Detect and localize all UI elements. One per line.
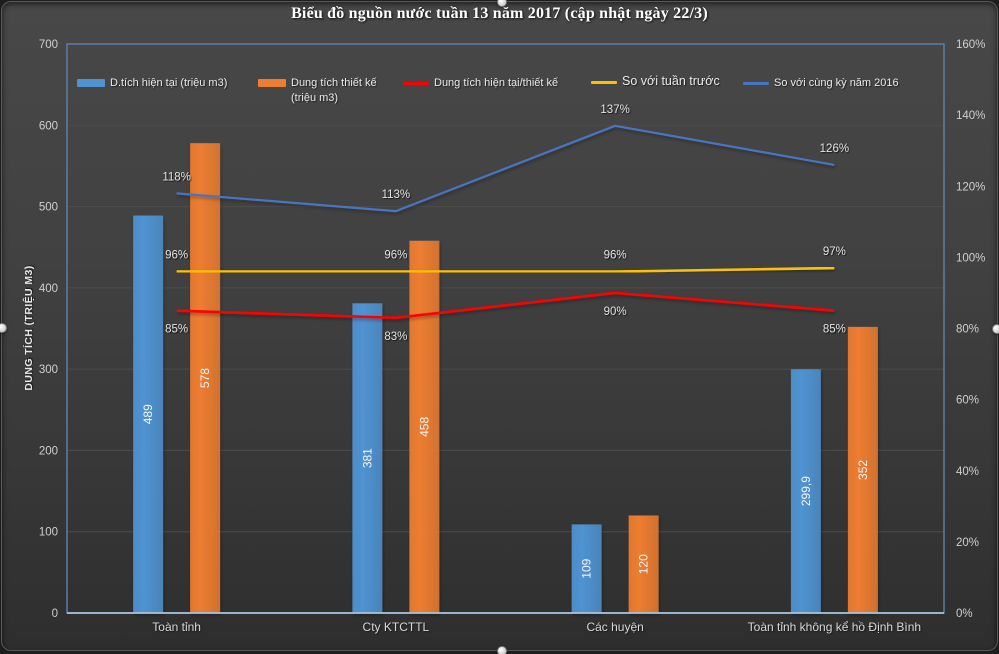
line-value-label: 85% [823,324,846,336]
legend-swatch [591,81,617,84]
legend-label: Dung tích thiết kế (triệu m3) [291,77,377,104]
bar-series1-cat0[interactable] [190,143,221,613]
legend-label: So với tuần trước [622,74,720,88]
bar-value-label: 120 [637,554,651,574]
category-label-1: Cty KTCTTL [362,620,430,634]
line-value-label: 96% [384,250,407,262]
bar-series0-cat0[interactable] [133,215,164,613]
bar-value-label: 109 [580,558,594,578]
selection-handle-bottom[interactable] [497,646,507,654]
legend-item-1[interactable]: Dung tích thiết kế (triệu m3) [258,76,377,106]
right-axis-tick: 140% [956,110,985,122]
legend-item-3[interactable]: So với tuần trước [591,74,720,89]
bar-value-label: 299,9 [799,476,813,506]
legend-item-0[interactable]: D.tích hiện tại (triệu m3) [77,76,227,91]
line-value-label: 118% [162,171,191,183]
right-axis-tick: 20% [956,537,979,549]
line-series-0[interactable] [176,291,835,320]
bar-series0-cat3[interactable] [790,369,821,613]
legend-swatch [403,82,429,85]
line-series-1[interactable] [176,266,835,273]
legend-label: Dung tích hiện tại/thiết kế [434,77,559,89]
bar-series1-cat2[interactable] [628,515,659,613]
category-label-0: Toàn tỉnh [152,620,201,634]
left-axis-tick: 700 [39,39,58,51]
line-value-label: 126% [820,143,849,155]
bar-value-label: 352 [856,460,870,480]
line-value-label: 96% [165,250,188,262]
category-label-2: Các huyện [586,620,644,634]
legend-label: So với cùng kỳ năm 2016 [774,77,899,89]
legend-swatch [258,79,286,87]
line-value-label: 97% [823,246,846,258]
right-axis-tick: 0% [956,608,973,620]
left-axis-tick: 400 [39,283,58,295]
legend-item-2[interactable]: Dung tích hiện tại/thiết kế [403,76,558,91]
left-axis-tick: 100 [39,527,58,539]
line-value-label: 83% [384,331,407,343]
left-axis-tick: 200 [39,445,58,457]
line-value-label: 90% [604,306,627,318]
right-axis-tick: 60% [956,395,979,407]
bar-value-label: 489 [141,404,155,424]
legend-swatch [77,79,105,87]
legend-swatch [743,82,769,85]
bar-value-label: 578 [198,368,212,388]
legend-item-4[interactable]: So với cùng kỳ năm 2016 [743,76,899,91]
line-value-label: 85% [165,324,188,336]
bar-series0-cat1[interactable] [352,303,383,613]
legend-label: D.tích hiện tại (triệu m3) [110,77,228,89]
right-axis-tick: 80% [956,324,979,336]
left-axis-tick: 300 [39,364,58,376]
line-value-label: 96% [604,250,627,262]
category-label-3: Toàn tỉnh không kể hồ Định Bình [747,620,922,634]
line-series-2[interactable] [176,124,835,213]
right-axis-tick: 100% [956,252,985,264]
bar-value-label: 381 [360,448,374,468]
chart-title: Biểu đồ nguồn nước tuần 13 năm 2017 (cập… [291,5,708,22]
bar-series1-cat1[interactable] [409,240,440,613]
left-axis-tick: 0 [52,608,58,620]
left-axis-tick: 600 [39,120,58,132]
bar-series1-cat3[interactable] [847,326,878,613]
line-value-label: 137% [600,104,629,116]
bar-series0-cat2[interactable] [571,524,602,613]
right-axis-tick: 40% [956,466,979,478]
selection-handle-top[interactable] [497,0,507,7]
line-value-label: 113% [382,189,411,201]
selection-handle-right[interactable] [992,324,999,334]
selection-handle-left[interactable] [0,323,7,333]
right-axis-tick: 120% [956,181,985,193]
bar-value-label: 458 [417,417,431,437]
left-axis-tick: 500 [39,202,58,214]
right-axis-tick: 160% [956,39,985,51]
